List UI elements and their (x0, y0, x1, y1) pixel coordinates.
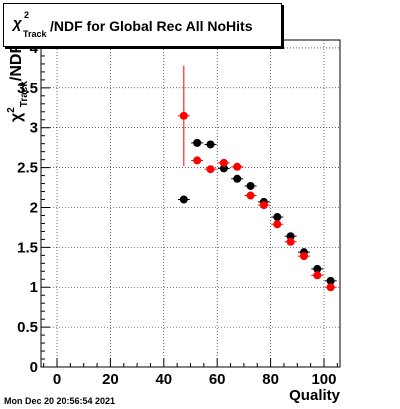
series-0-point (179, 195, 188, 204)
title-box: χ 2 Track /NDF for Global Rec All NoHits (3, 3, 282, 47)
series-1-point (246, 191, 255, 200)
data-points (177, 65, 337, 292)
series-0-point (219, 164, 228, 173)
y-tick-label-1: 0.5 (17, 319, 38, 336)
series-0-point (206, 140, 215, 149)
x-tick-label-3: 60 (209, 371, 226, 388)
axes: 0 20 40 60 80 100 0 0.5 1 1.5 2 2.5 3 3.5 4 (17, 40, 338, 388)
grid-lines (41, 40, 340, 368)
y-tick-label-2: 1 (30, 279, 38, 296)
series-1-point (259, 201, 268, 210)
series-1-point (286, 237, 295, 246)
series-1-point (206, 165, 215, 174)
series-0-point (233, 174, 242, 183)
y-axis-label: χ2Track/NDF (6, 44, 30, 122)
x-tick-label-4: 80 (262, 371, 279, 388)
x-axis-label: Quality (289, 387, 341, 404)
y-tick-label-6: 3 (30, 120, 38, 137)
x-tick-label-2: 40 (155, 371, 172, 388)
x-tick-label-0: 0 (53, 371, 61, 388)
series-1-point (179, 111, 188, 120)
series-1-point (219, 158, 228, 167)
title-subscript: Track (23, 29, 47, 39)
plot-frame (40, 39, 341, 368)
series-0-point (286, 232, 295, 241)
title-chi-symbol: χ (13, 15, 22, 32)
series-1-point (233, 162, 242, 171)
series-0-point (313, 264, 322, 273)
x-tick-label-1: 20 (102, 371, 119, 388)
timestamp: Mon Dec 20 20:56:54 2021 (4, 396, 116, 406)
series-1-point (313, 271, 322, 280)
svg-text:χ2Track/NDF: χ2Track/NDF (6, 44, 30, 122)
y-tick-label-5: 2.5 (17, 160, 38, 177)
series-0-point (273, 213, 282, 222)
title-superscript: 2 (24, 10, 30, 20)
y-tick-label-4: 2 (30, 199, 38, 216)
x-tick-label-5: 100 (311, 371, 336, 388)
series-1-point (193, 156, 202, 165)
y-tick-label-0: 0 (30, 359, 38, 376)
series-0-point (246, 181, 255, 190)
series-1-point (273, 220, 282, 229)
series-0-point (326, 276, 335, 285)
series-0-point (193, 138, 202, 147)
y-tick-label-7: 3.5 (17, 80, 38, 97)
y-tick-label-3: 1.5 (17, 239, 38, 256)
series-1-point (326, 283, 335, 292)
title-text: /NDF for Global Rec All NoHits (50, 18, 253, 34)
y-tick-label-8: 4 (30, 40, 39, 57)
series-1-point (299, 252, 308, 261)
